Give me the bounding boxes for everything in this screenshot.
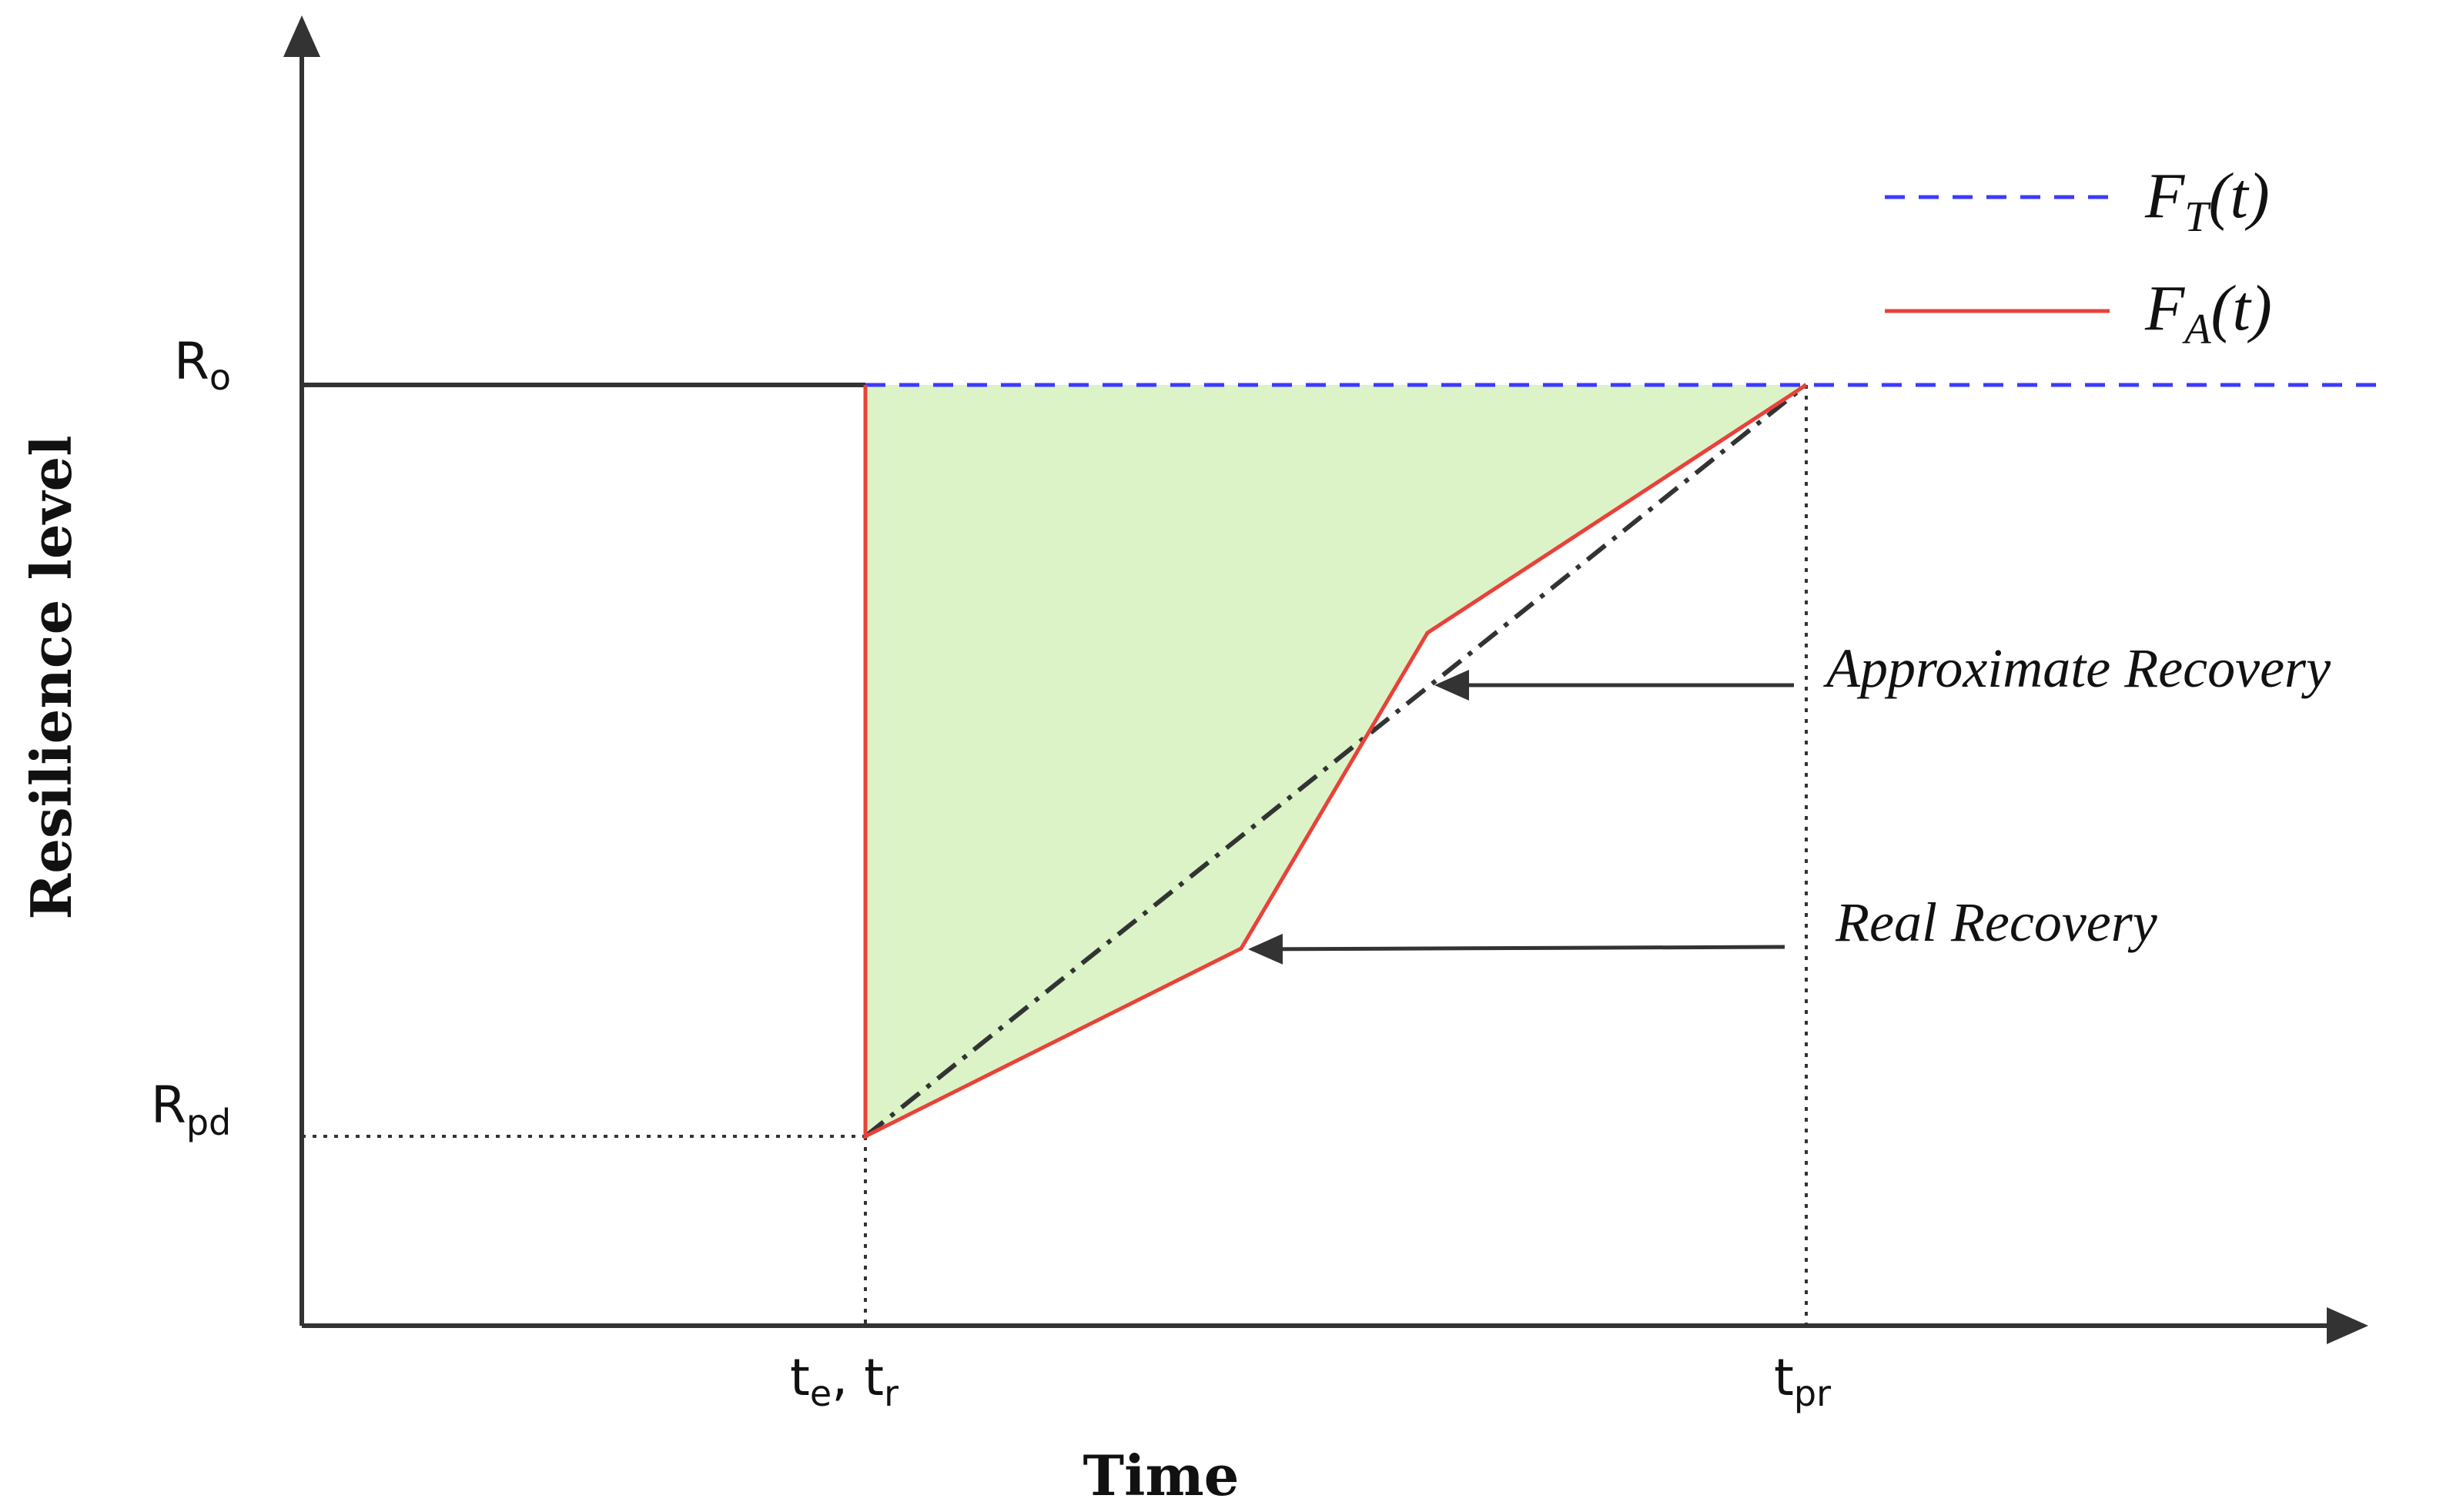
y-axis-title: Resilience level	[18, 435, 84, 919]
legend: FT(t) FA(t)	[1885, 160, 2272, 353]
real-recovery-arrow	[1248, 933, 1785, 965]
x-axis-title: Time	[1083, 1443, 1240, 1508]
real-recovery-label: Real Recovery	[1835, 891, 2157, 953]
legend-actual-label: FA(t)	[2144, 273, 2272, 353]
tpr-tick-label: tpr	[1774, 1348, 1831, 1414]
legend-target-label: FT(t)	[2144, 160, 2270, 241]
approximate-recovery-line	[864, 383, 1808, 1139]
actual-performance-line	[863, 383, 1808, 1140]
approximate-recovery-label: Approximate Recovery	[1823, 637, 2331, 699]
rpd-tick-label: Rpd	[151, 1075, 231, 1143]
ro-tick-label: Ro	[174, 332, 231, 398]
te-tr-tick-label: te, tr	[790, 1348, 899, 1414]
